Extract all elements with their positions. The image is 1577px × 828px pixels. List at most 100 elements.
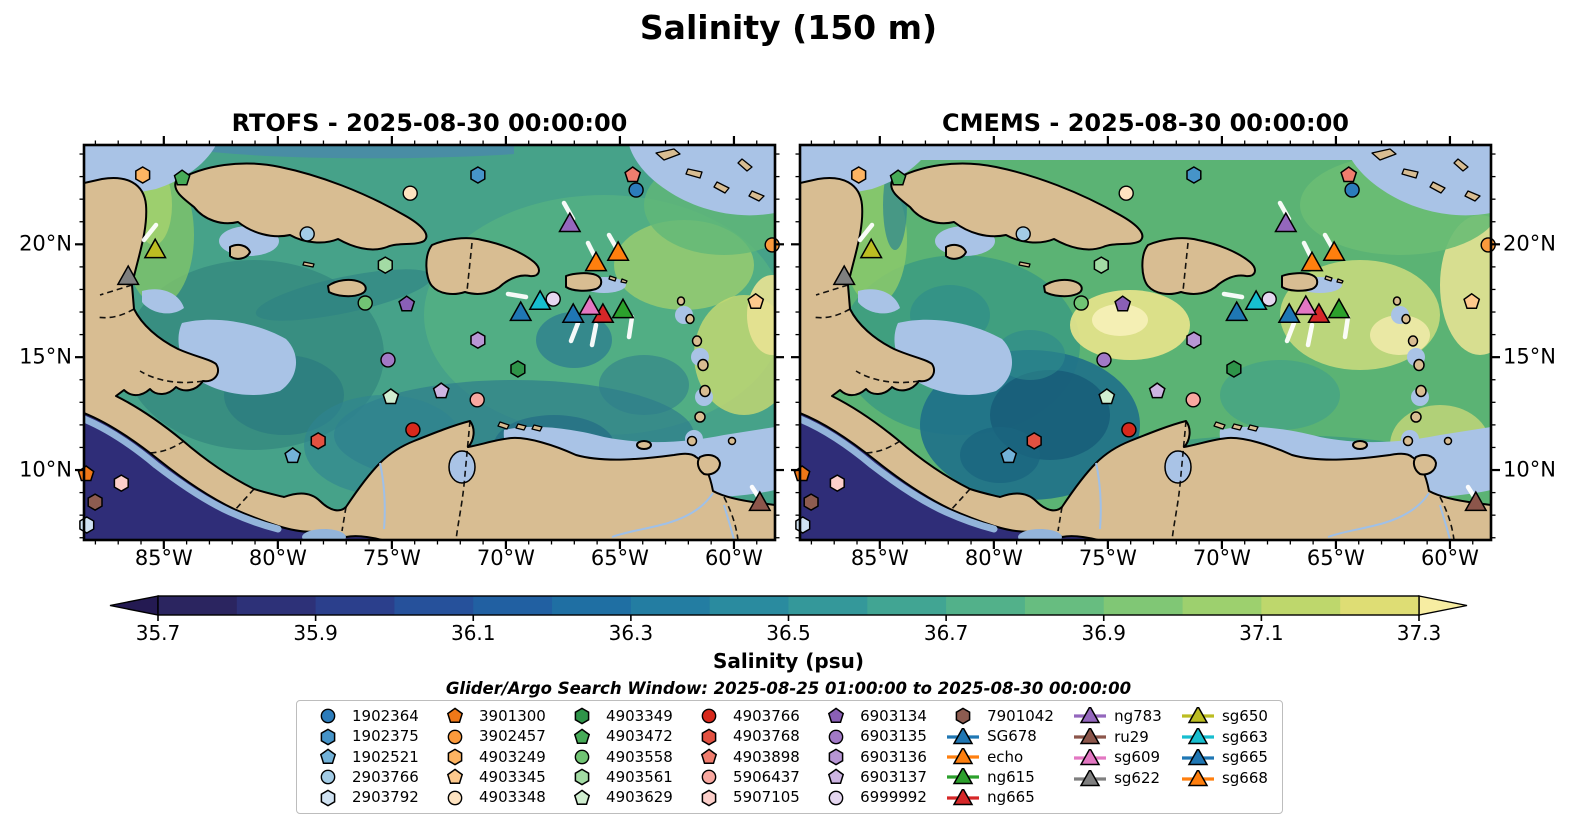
map-marker-4903348 — [402, 185, 418, 201]
map-cmems — [791, 136, 1500, 549]
argo-marker-icon — [319, 748, 337, 764]
legend-item-ng783: ng783 — [1073, 706, 1162, 727]
map-marker-4903472 — [889, 169, 907, 186]
argo-marker-icon — [700, 748, 718, 764]
argo-marker-icon — [574, 707, 590, 725]
legend-column: 4903766 4903768 4903898 5906437 5907105 — [692, 706, 800, 808]
map-marker-sg663 — [528, 289, 552, 311]
legend-item-6903134: 6903134 — [819, 706, 927, 726]
colorbar-tick-label: 37.3 — [1396, 621, 1442, 645]
argo-marker-icon — [573, 728, 591, 744]
legend-label: 4903768 — [733, 727, 800, 746]
map-marker-ng783 — [558, 211, 582, 233]
map-marker-6903135 — [1096, 352, 1112, 368]
legend-label: 4903345 — [479, 767, 546, 786]
glider-marker-icon — [947, 768, 980, 785]
map-marker-4903345 — [1463, 292, 1481, 310]
argo-marker-icon — [447, 748, 463, 766]
map-marker-4903561 — [377, 256, 393, 274]
glider-marker-icon — [1074, 728, 1107, 745]
colorbar-tick-label: 35.9 — [293, 621, 338, 645]
legend-item-1902375: 1902375 — [311, 726, 419, 746]
glider-marker-icon — [947, 788, 980, 806]
glider-marker-icon — [1181, 748, 1214, 766]
legend-label: sg665 — [1221, 748, 1268, 767]
legend-item-4903768: 4903768 — [692, 726, 800, 746]
legend-item-4903898: 4903898 — [692, 747, 800, 767]
legend-label: 6903134 — [860, 706, 927, 725]
map-rtofs — [75, 136, 784, 549]
x-tick-label-rtofs: 85°W — [134, 546, 193, 570]
legend-label: ng615 — [987, 767, 1035, 786]
legend-item-4903561: 4903561 — [565, 767, 673, 787]
legend-item-1902521: 1902521 — [311, 747, 419, 767]
legend-item-6903136: 6903136 — [819, 747, 927, 767]
map-marker-sg622 — [116, 264, 140, 286]
legend-label: sg622 — [1114, 769, 1161, 788]
legend-item-4903349: 4903349 — [565, 706, 673, 726]
legend-label: 2903766 — [352, 767, 419, 786]
argo-marker-icon — [573, 789, 591, 805]
argo-marker-icon — [320, 789, 336, 807]
map-marker-2903766 — [1015, 226, 1031, 242]
map-marker-4903349 — [510, 360, 526, 378]
y-tick-label-cmems: 15°N — [1503, 344, 1556, 369]
marker-layer-rtofs — [77, 166, 780, 534]
glider-marker-icon — [947, 748, 980, 765]
legend-item-4903348: 4903348 — [438, 788, 546, 808]
glider-marker-icon — [1181, 728, 1214, 745]
legend-label: 4903558 — [606, 747, 673, 766]
map-marker-4903249 — [851, 166, 867, 184]
map-marker-sg609 — [578, 294, 602, 316]
map-marker-sg665 — [1277, 302, 1301, 324]
map-marker-sg622 — [832, 264, 856, 286]
argo-marker-icon — [701, 708, 717, 724]
legend-item-6999992: 6999992 — [819, 788, 927, 808]
x-tick-label-rtofs: 70°W — [476, 546, 535, 570]
legend-item-ng665: ng665 — [946, 788, 1054, 808]
map-marker-ru29 — [1464, 490, 1488, 512]
map-marker-5907105 — [829, 474, 845, 492]
legend-label: 2903792 — [352, 788, 419, 807]
marker-layer-cmems — [793, 166, 1496, 534]
legend-item-2903792: 2903792 — [311, 788, 419, 808]
map-marker-7901042 — [803, 493, 819, 511]
map-marker-6903136 — [1186, 331, 1202, 349]
legend-item-5907105: 5907105 — [692, 788, 800, 808]
map-marker-ru29 — [748, 490, 772, 512]
colorbar-svg — [109, 595, 1468, 621]
y-tick-label-cmems: 20°N — [1503, 231, 1556, 256]
legend-label: ru29 — [1114, 727, 1149, 746]
legend-label: 6999992 — [860, 788, 927, 807]
legend-label: 4903629 — [606, 788, 673, 807]
legend-box: 1902364 1902375 1902521 2903766 2903792 39013… — [296, 700, 1283, 814]
colorbar-tick-label: 36.9 — [1081, 621, 1127, 645]
legend-column: ng783 ru29 sg609 sg622 — [1073, 706, 1162, 808]
legend-label: ng783 — [1114, 706, 1162, 725]
legend-item-7901042: 7901042 — [946, 706, 1054, 726]
map-marker-6903136 — [470, 331, 486, 349]
map-marker-sg609 — [1294, 294, 1318, 316]
legend-item-sg622: sg622 — [1073, 768, 1162, 789]
map-marker-4903558 — [357, 295, 373, 311]
legend-item-sg668: sg668 — [1181, 768, 1268, 789]
argo-marker-icon — [446, 707, 464, 724]
map-marker-4903345 — [747, 292, 765, 310]
legend-label: 1902521 — [352, 747, 419, 766]
legend-item-ru29: ru29 — [1073, 727, 1162, 748]
argo-marker-icon — [574, 749, 590, 765]
argo-marker-icon — [320, 708, 336, 724]
map-marker-7901042 — [87, 493, 103, 511]
legend-label: 4903349 — [606, 706, 673, 725]
glider-marker-icon — [1074, 707, 1107, 724]
legend-item-3902457: 3902457 — [438, 726, 546, 746]
map-marker-4903349 — [1226, 360, 1242, 378]
panel-title-cmems: CMEMS - 2025-08-30 00:00:00 — [942, 109, 1349, 137]
legend-label: 4903898 — [733, 747, 800, 766]
y-tick-label-cmems: 10°N — [1503, 457, 1556, 482]
argo-marker-icon — [828, 729, 844, 744]
map-marker-sg663 — [1244, 289, 1268, 311]
legend-item-4903766: 4903766 — [692, 706, 800, 726]
map-marker-1902364 — [1344, 182, 1360, 198]
